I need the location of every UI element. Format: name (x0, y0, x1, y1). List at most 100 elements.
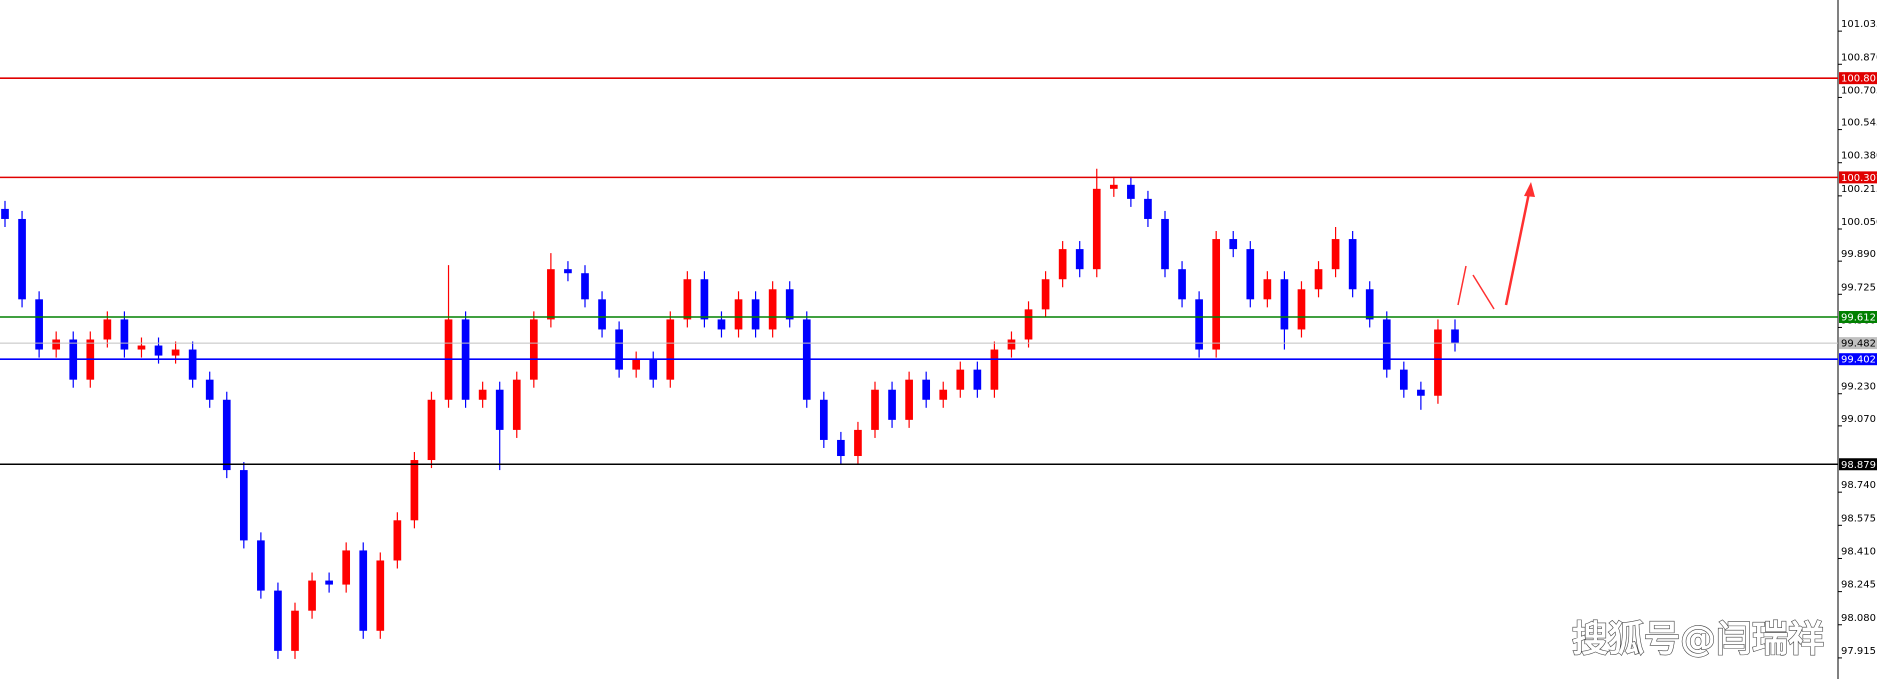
candle-body (1229, 239, 1238, 250)
price-label: 98.879 (1841, 460, 1876, 471)
candle-body (888, 389, 896, 420)
arrow-head (1524, 182, 1535, 197)
candle-body (598, 299, 606, 330)
price-label-box (1839, 311, 1877, 324)
candle-body (1382, 319, 1391, 370)
price-label-box (1839, 458, 1877, 471)
candle-body (342, 550, 351, 585)
candle-body (973, 369, 982, 390)
candle-body (120, 319, 129, 350)
candle-body (1007, 339, 1016, 350)
candle-body (1195, 299, 1203, 350)
y-tick-label: 98.575 (1841, 513, 1876, 524)
candle-body (649, 359, 658, 380)
candle-body (666, 319, 675, 380)
candle-body (325, 580, 333, 585)
candle-body (1399, 369, 1408, 390)
y-tick-label: 100.545 (1841, 118, 1877, 129)
candle-body (137, 345, 146, 350)
y-tick-label: 100.050 (1841, 217, 1877, 228)
price-label: 99.482 (1841, 339, 1876, 350)
candle-body (683, 279, 692, 320)
candle-body (922, 379, 931, 400)
candle-body (478, 389, 487, 400)
candle-body (1263, 279, 1272, 300)
candle-body (905, 379, 913, 420)
candle-body (1246, 249, 1255, 300)
candle-body (52, 339, 61, 350)
candle-body (1365, 289, 1374, 320)
candle-body (581, 273, 589, 300)
candle-body (615, 329, 623, 370)
y-tick-label: 100.870 (1841, 52, 1877, 63)
candle-body (717, 319, 726, 330)
price-label-box (1839, 171, 1877, 184)
candle-body (632, 359, 641, 370)
candle-body (410, 460, 419, 521)
candle-body (1451, 329, 1459, 344)
candle-body (1058, 249, 1067, 280)
candle-body (751, 299, 760, 330)
candle-body (257, 540, 265, 591)
candle-body (837, 439, 845, 457)
y-tick-label: 101.035 (1841, 19, 1877, 30)
candle-body (1212, 239, 1221, 350)
candle-body (547, 269, 555, 320)
y-tick-label: 98.245 (1841, 580, 1876, 591)
candle-body (1178, 269, 1186, 300)
candle-body (734, 299, 743, 330)
candle-body (18, 218, 26, 300)
y-tick-label: 99.070 (1841, 414, 1876, 425)
candle-body (1280, 279, 1289, 330)
candle-body (1417, 389, 1425, 396)
y-tick-label: 100.215 (1841, 184, 1877, 195)
candle-body (222, 399, 231, 471)
candle-body (427, 399, 436, 461)
y-tick-label: 98.410 (1841, 546, 1876, 557)
candle-body (1075, 249, 1084, 270)
candle-body (376, 560, 385, 631)
price-label-box (1839, 337, 1877, 350)
y-tick-label: 98.740 (1841, 480, 1876, 491)
candle-body (188, 349, 197, 380)
forecast-stroke (1472, 274, 1495, 310)
candle-body (1092, 188, 1101, 270)
candle-body (819, 399, 828, 440)
price-label: 100.307 (1841, 173, 1877, 184)
candle-body (1024, 309, 1033, 340)
candle-body (854, 429, 862, 457)
candle-body (700, 279, 709, 320)
candle-body (1041, 279, 1050, 310)
candle-body (393, 520, 402, 561)
candle-body (1144, 198, 1152, 219)
candle-body (154, 345, 163, 356)
candle-body (308, 580, 316, 611)
price-label: 100.801 (1841, 74, 1877, 85)
y-tick-label: 98.080 (1841, 613, 1876, 624)
candle-body (512, 379, 521, 430)
candle-body (274, 590, 282, 651)
candle-body (1348, 239, 1357, 290)
price-label-box (1839, 353, 1877, 366)
candle-body (291, 610, 299, 651)
candle-body (785, 289, 794, 320)
price-label-box (1839, 72, 1877, 85)
candle-body (939, 389, 948, 400)
forecast-arrow (1504, 187, 1532, 306)
candle-body (1297, 289, 1306, 330)
candle-body (103, 319, 112, 340)
candle-body (1161, 218, 1169, 270)
candle-body (768, 289, 777, 330)
candle-body (171, 349, 180, 356)
forecast-arrows (1457, 182, 1535, 310)
watermark: 搜狐号@闫瑞祥 (1572, 619, 1824, 660)
price-label: 99.402 (1841, 355, 1876, 366)
candle-body (1109, 184, 1118, 189)
candle-body (564, 269, 572, 274)
y-tick-label: 100.380 (1841, 151, 1877, 162)
candle-body (1, 208, 9, 219)
y-tick-label: 97.915 (1841, 646, 1876, 657)
candle-body (1331, 239, 1340, 270)
